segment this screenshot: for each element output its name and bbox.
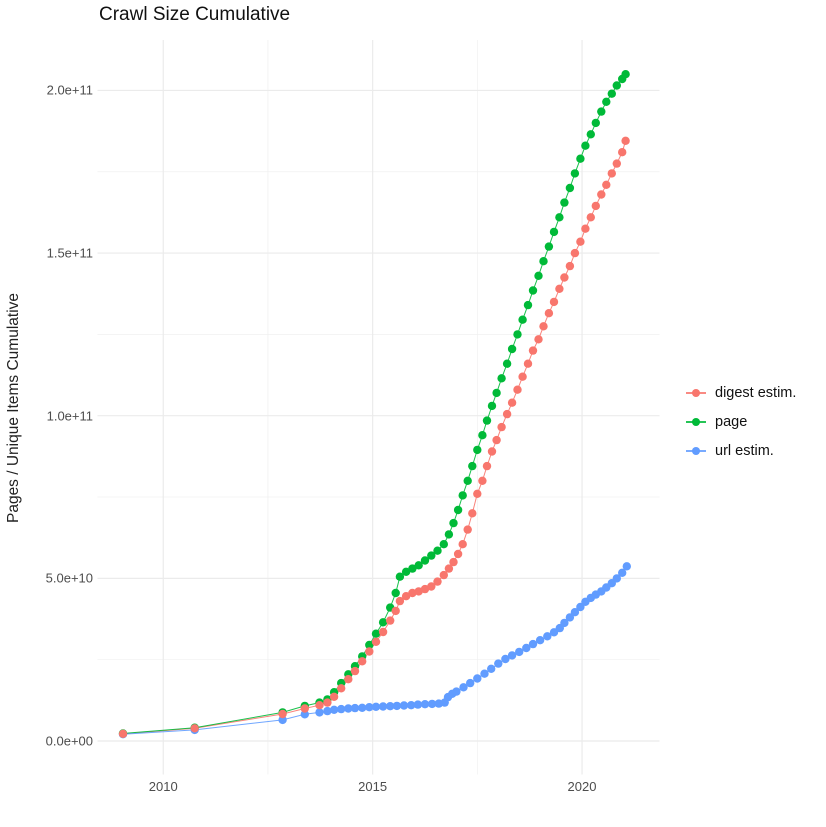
legend-key-icon (686, 445, 706, 457)
y-tick-label: 5.0e+10 (45, 570, 93, 586)
x-tick-label: 2015 (358, 779, 388, 794)
x-tick-label: 2010 (148, 779, 178, 794)
y-tick-label: 2.0e+11 (46, 82, 93, 98)
legend-label: url estim. (715, 442, 774, 459)
legend-key-icon (686, 387, 706, 399)
legend: digest estim. page url estim. (686, 378, 796, 465)
legend-item: url estim. (686, 436, 796, 465)
legend-item: page (686, 407, 796, 436)
legend-label: digest estim. (715, 384, 797, 401)
legend-item: digest estim. (686, 378, 796, 407)
legend-key-icon (686, 416, 706, 428)
y-tick-label: 1.5e+11 (46, 245, 93, 261)
x-tick-label: 2020 (567, 779, 597, 794)
y-tick-label: 0.0e+00 (45, 733, 93, 749)
y-tick-label: 1.0e+11 (46, 408, 93, 424)
chart-title: Crawl Size Cumulative (99, 4, 291, 25)
legend-label: page (715, 413, 748, 430)
